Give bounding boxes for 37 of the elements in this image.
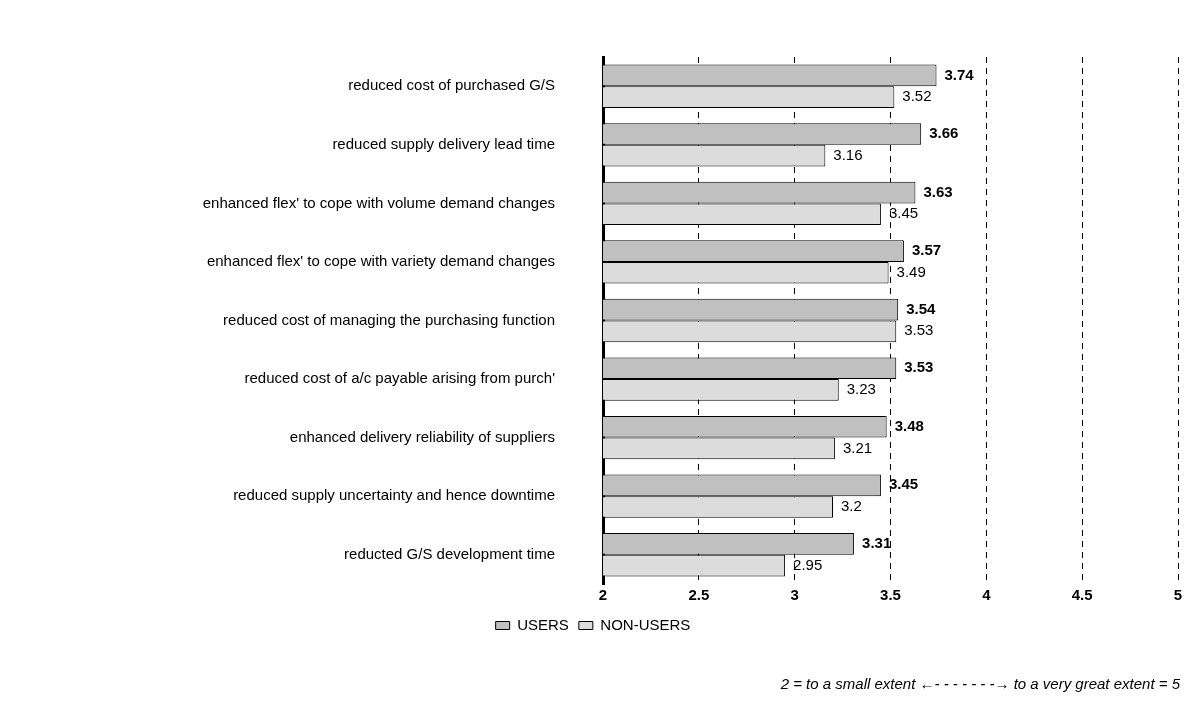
data-label: 3.74 — [944, 65, 975, 83]
legend-label: NON-USERS — [600, 615, 691, 633]
data-label: 3.52 — [902, 87, 932, 105]
x-tick-label: 5 — [1173, 586, 1183, 604]
y-tick-label: reduced cost of a/c payable arising from purch' — [244, 369, 556, 387]
x-tick-label: 2.5 — [688, 586, 710, 604]
y-tick-label: reduced supply delivery lead time — [332, 134, 555, 152]
data-label: 3.45 — [888, 475, 919, 493]
y-tick-label: reduced cost of managing the purchasing function — [223, 310, 555, 328]
data-label: 3.49 — [896, 262, 926, 280]
text: 2 = to a small extent ←- - - - - - -→ to a very great extent = 5 — [779, 675, 1181, 693]
data-label: 3.2 — [841, 497, 862, 515]
x-tick-label: 2 — [598, 586, 608, 604]
y-tick-label: reduced cost of purchased G/S — [348, 76, 555, 94]
data-label: 3.45 — [888, 204, 919, 222]
data-label: 3.53 — [904, 358, 934, 376]
data-label: 3.66 — [929, 124, 959, 142]
data-label: 3.63 — [923, 182, 953, 200]
x-tick-label: 3 — [790, 586, 799, 604]
data-label: 3.16 — [833, 145, 863, 163]
data-label: 3.54 — [906, 299, 937, 317]
data-label: 3.53 — [904, 321, 934, 339]
y-tick-label: enhanced flex' to cope with variety demand changes — [206, 252, 555, 270]
data-label: 2.95 — [793, 555, 823, 573]
data-label: 3.21 — [842, 438, 873, 456]
y-tick-label: enhanced delivery reliability of suppliers — [289, 427, 555, 445]
y-tick-label: reducted G/S development time — [344, 544, 555, 562]
data-label: 3.48 — [894, 416, 924, 434]
x-tick-label: 4 — [982, 586, 992, 604]
legend-label: USERS — [517, 615, 569, 633]
data-label: 3.23 — [846, 380, 876, 398]
data-label: 3.31 — [862, 534, 892, 552]
y-tick-label: enhanced flex' to cope with volume demand changes — [202, 193, 555, 211]
y-tick-label: reduced supply uncertainty and hence downtime — [233, 486, 555, 504]
x-tick-label: 4.5 — [1071, 586, 1093, 604]
x-tick-label: 3.5 — [880, 586, 901, 604]
data-label: 3.57 — [911, 241, 942, 259]
